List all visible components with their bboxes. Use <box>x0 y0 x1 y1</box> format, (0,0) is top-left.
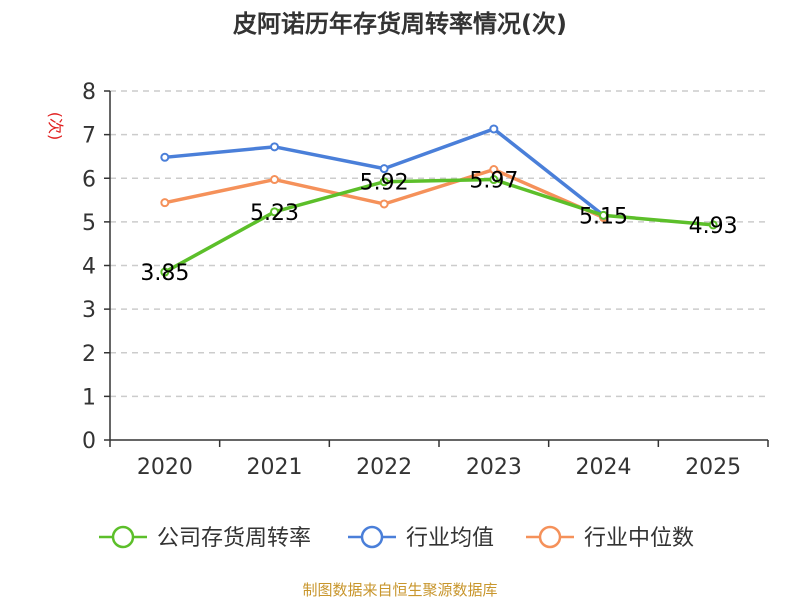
series-1-point-2020 <box>160 152 170 162</box>
legend-label-1: 行业均值 <box>406 526 494 551</box>
y-tick-label-2: 2 <box>82 342 96 367</box>
series-0-point-2021 <box>270 207 279 217</box>
series-line-0 <box>163 177 714 274</box>
x-tick-label-2021: 2021 <box>247 455 303 480</box>
series-0-point-2025 <box>708 220 718 230</box>
y-tick-label-3: 3 <box>82 298 96 323</box>
series-1-point-2022 <box>379 164 389 174</box>
y-tick-label-5: 5 <box>82 211 96 236</box>
legend-marker-2 <box>538 525 562 549</box>
y-tick-label-6: 6 <box>82 167 96 192</box>
x-tick-label-2025: 2025 <box>685 455 741 480</box>
data-label-2021: 5.23 <box>250 201 299 226</box>
y-tick-label-0: 0 <box>82 429 96 454</box>
series-2-point-2023 <box>489 165 499 175</box>
data-label-2022: 5.92 <box>360 171 409 196</box>
legend-marker-1 <box>360 525 384 549</box>
y-tick-label-1: 1 <box>82 385 96 410</box>
x-tick-label-2024: 2024 <box>576 455 632 480</box>
series-0-point-2022 <box>379 177 389 187</box>
series-0-point-2024 <box>599 210 608 220</box>
x-tick-label-2022: 2022 <box>356 455 412 480</box>
series-1-point-2021 <box>270 142 279 152</box>
series-0-point-2020 <box>160 267 170 277</box>
y-axis-label: (次) <box>46 112 65 141</box>
y-tick-label-4: 4 <box>82 255 96 280</box>
series-2-point-2021 <box>270 175 279 185</box>
data-label-2024: 5.15 <box>579 204 628 229</box>
x-tick-label-2020: 2020 <box>137 455 193 480</box>
x-tick-label-2023: 2023 <box>466 455 522 480</box>
data-label-2023: 5.97 <box>469 169 518 194</box>
chart-title: 皮阿诺历年存货周转率情况(次) <box>233 10 567 38</box>
axes: 0 1 2 3 4 5 6 7 8 2020 2021 2022 2023 2024 2025 <box>82 80 769 480</box>
grid-lines <box>110 90 768 398</box>
y-tick-label-8: 8 <box>82 80 96 105</box>
legend-item-0[interactable]: 公司存货周转率 <box>99 525 311 551</box>
data-label-2025: 4.93 <box>689 214 738 239</box>
series-lines <box>160 124 718 277</box>
source-note: 制图数据来自恒生聚源数据库 <box>302 581 497 599</box>
y-tick-label-7: 7 <box>82 124 96 149</box>
legend-item-2[interactable]: 行业中位数 <box>526 525 694 551</box>
legend-item-1[interactable]: 行业均值 <box>348 525 494 551</box>
series-2-point-2020 <box>160 198 170 208</box>
legend-label-2: 行业中位数 <box>584 526 694 551</box>
data-labels: 3.85 5.23 5.92 5.97 5.15 4.93 <box>140 169 737 286</box>
series-0-point-2023 <box>489 175 499 185</box>
legend[interactable]: 公司存货周转率 行业均值 行业中位数 <box>99 525 694 551</box>
legend-label-0: 公司存货周转率 <box>157 526 311 551</box>
series-2-point-2022 <box>379 199 389 209</box>
legend-marker-0 <box>111 525 135 549</box>
series-1-point-2023 <box>489 124 499 134</box>
data-label-2020: 3.85 <box>140 261 189 286</box>
